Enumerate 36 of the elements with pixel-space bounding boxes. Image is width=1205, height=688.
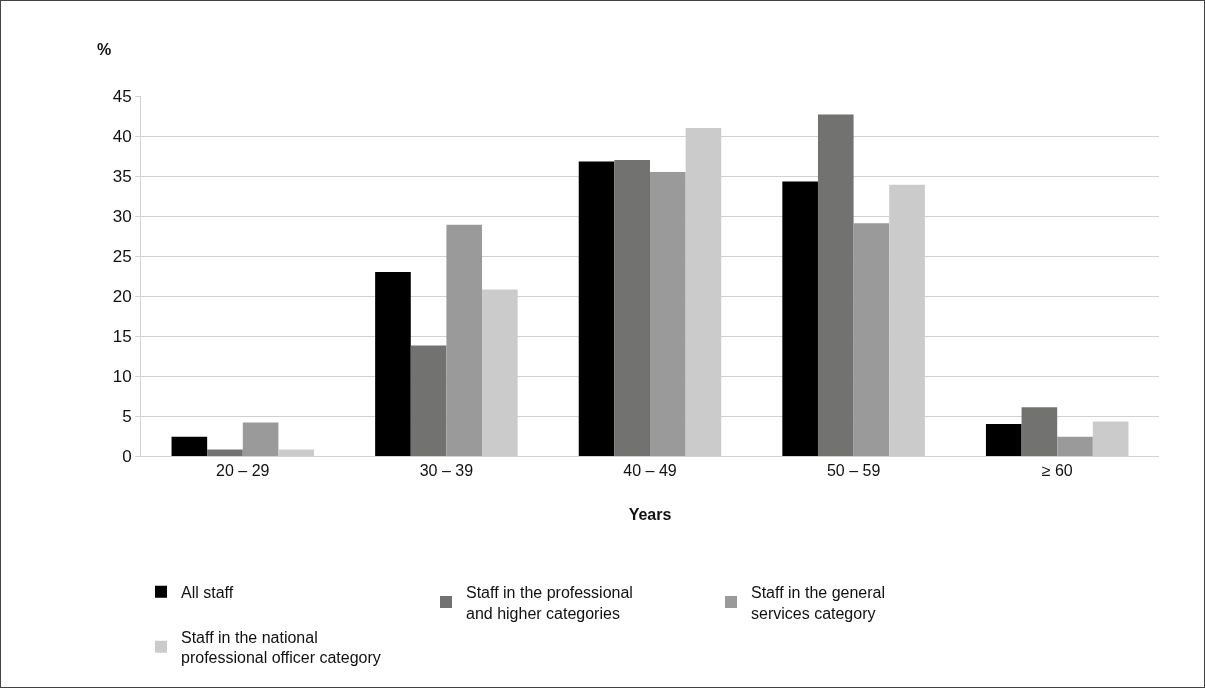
bar	[446, 224, 483, 456]
y-tick-label: 0	[122, 446, 132, 466]
legend-label: Staff in the national professional officer category	[181, 628, 381, 667]
bar	[614, 160, 650, 456]
y-tick-label: 35	[112, 166, 132, 186]
bar	[578, 161, 615, 456]
bar	[782, 181, 818, 456]
x-tick-label: 20 – 29	[216, 462, 270, 480]
legend-label: All staff	[181, 583, 234, 601]
bar	[242, 422, 279, 456]
y-axis-title: %	[97, 41, 112, 58]
bar	[853, 223, 890, 456]
bar	[650, 172, 686, 456]
x-tick-label: 40 – 49	[623, 462, 677, 480]
y-tick-label: 10	[112, 366, 132, 386]
bar	[375, 272, 411, 456]
bar	[1057, 436, 1093, 456]
x-tick-label: 50 – 59	[826, 462, 881, 480]
y-tick-label: 45	[112, 86, 132, 106]
x-tick-label: 30 – 39	[419, 462, 474, 480]
y-tick-label: 15	[112, 326, 132, 346]
y-tick-label: 40	[112, 126, 132, 146]
bar	[985, 424, 1022, 456]
y-tick-label: 30	[112, 206, 132, 226]
bar	[1021, 407, 1058, 456]
bar	[171, 436, 208, 456]
bar	[817, 114, 854, 456]
bar	[410, 345, 447, 456]
x-tick-label: ≥ 60	[1041, 462, 1073, 480]
legend-label: Staff in the general services category	[751, 583, 886, 622]
bar	[207, 449, 243, 456]
x-axis-title: Years	[628, 505, 672, 523]
y-tick-label: 5	[122, 406, 132, 426]
y-tick-label: 25	[112, 246, 132, 266]
y-tick-label: 20	[112, 286, 132, 306]
legend-label: Staff in the professional and higher categories	[466, 583, 633, 622]
